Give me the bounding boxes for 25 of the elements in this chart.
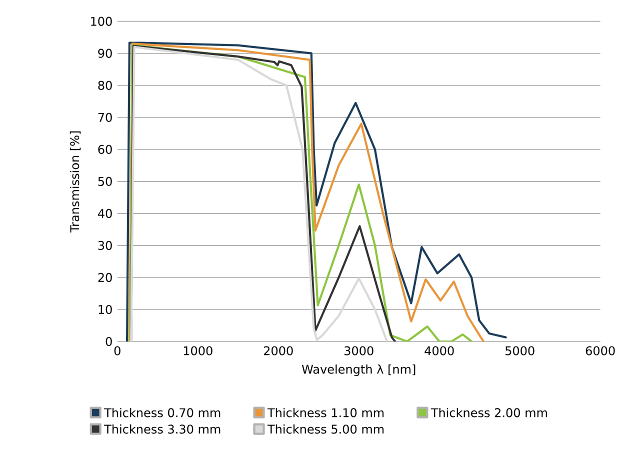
legend-label: Thickness 2.00 mm (430, 408, 547, 418)
x-tick-label: 2000 (264, 346, 293, 356)
y-tick-label: 90 (98, 49, 112, 58)
y-tick-label: 50 (98, 177, 112, 186)
y-tick-label: 20 (98, 273, 112, 282)
x-tick-label: 4000 (424, 346, 454, 356)
x-tick-label: 6000 (586, 346, 615, 356)
y-tick-label: 0 (106, 337, 112, 346)
x-tick-label: 0 (114, 346, 120, 356)
legend-label: Thickness 3.30 mm (104, 424, 220, 434)
y-axis-title: Transmission [%] (70, 132, 81, 233)
legend-label: Thickness 0.70 mm (104, 408, 220, 418)
y-tick-label: 40 (98, 209, 112, 218)
y-tick-label: 80 (98, 81, 112, 90)
y-tick-label: 30 (98, 241, 112, 250)
x-tick-label: 5000 (505, 346, 534, 356)
y-tick-label: 100 (91, 16, 112, 26)
legend-label: Thickness 1.10 mm (267, 408, 384, 418)
x-tick-label: 1000 (184, 346, 212, 356)
y-tick-label: 10 (98, 305, 112, 314)
y-tick-label: 60 (98, 145, 112, 154)
x-axis-title: Wavelength λ [nm] (302, 364, 416, 376)
y-tick-label: 70 (98, 113, 112, 122)
legend-label: Thickness 5.00 mm (267, 424, 384, 434)
x-tick-label: 3000 (344, 346, 374, 356)
